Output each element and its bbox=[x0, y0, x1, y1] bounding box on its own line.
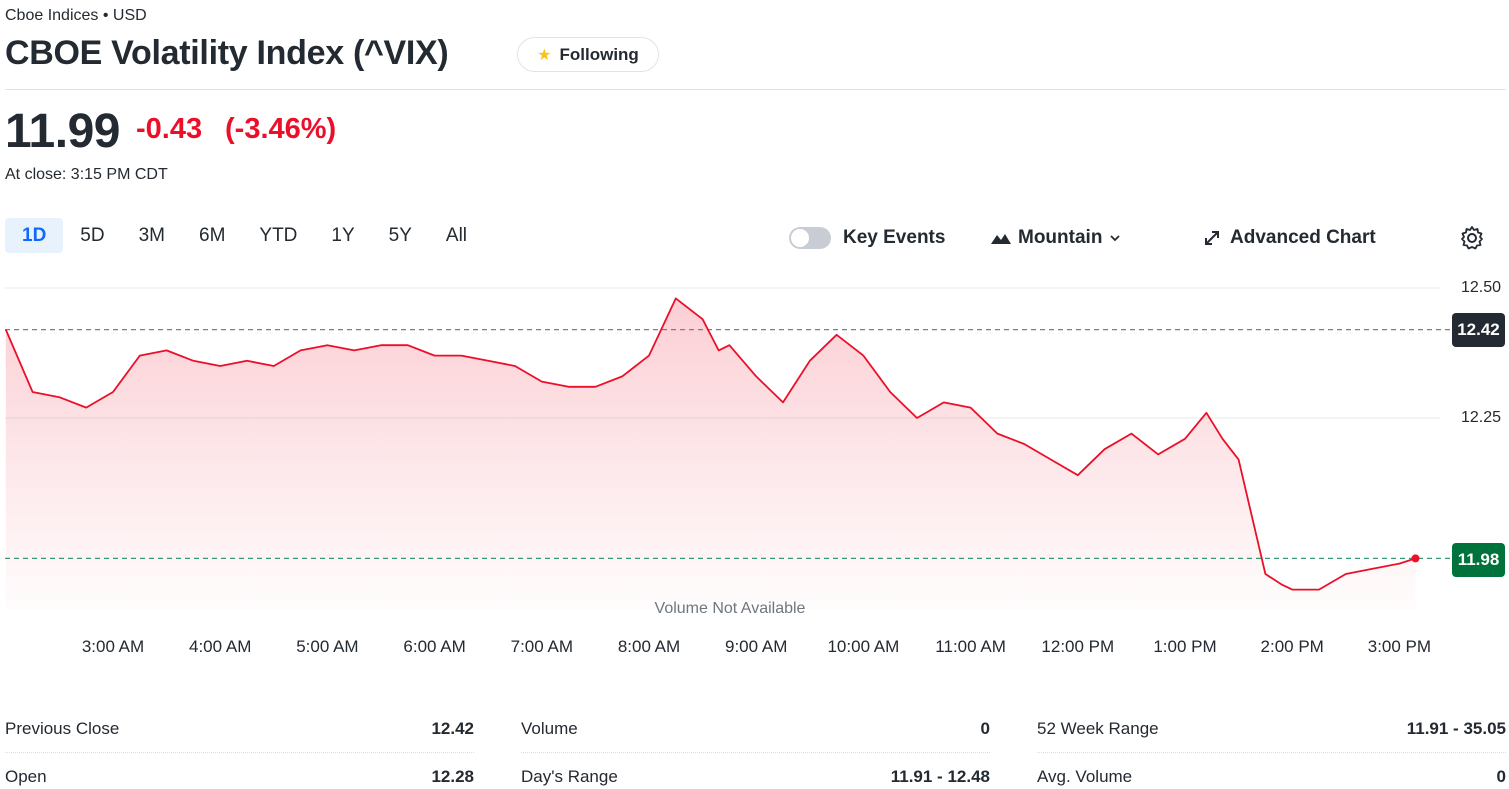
range-tab-ytd[interactable]: YTD bbox=[259, 224, 298, 246]
x-tick-label: 3:00 AM bbox=[81, 637, 145, 656]
following-button[interactable]: ★ Following bbox=[517, 37, 659, 72]
price-chart[interactable] bbox=[0, 270, 1509, 670]
stat-row: Day's Range 11.91 - 12.48 bbox=[521, 753, 990, 789]
range-tab-all[interactable]: All bbox=[445, 224, 468, 246]
range-tab-1d[interactable]: 1D bbox=[5, 218, 64, 253]
exchange-label: Cboe Indices • USD bbox=[5, 7, 147, 24]
stat-label: Open bbox=[5, 767, 47, 786]
stat-row: Open 12.28 bbox=[5, 753, 474, 789]
stats-column: Volume 0 Day's Range 11.91 - 12.48 bbox=[521, 705, 990, 789]
stat-label: Avg. Volume bbox=[1037, 767, 1133, 786]
stat-value: 11.91 - 12.48 bbox=[890, 767, 990, 786]
price-change-percent: (-3.46%) bbox=[225, 113, 337, 145]
last-price-dot bbox=[1411, 554, 1420, 563]
chart-type-dropdown[interactable]: Mountain bbox=[990, 227, 1122, 249]
price-chart-svg bbox=[4, 287, 1450, 610]
current-price-badge: 11.98 bbox=[1452, 543, 1505, 577]
x-tick-label: 6:00 AM bbox=[403, 637, 466, 656]
page-title: CBOE Volatility Index (^VIX) bbox=[5, 34, 449, 72]
x-tick-label: 3:00 PM bbox=[1367, 637, 1432, 656]
range-tabs: 1D 5D 3M 6M YTD 1Y 5Y All bbox=[5, 218, 484, 253]
chevron-down-icon bbox=[1110, 235, 1121, 242]
key-events-label[interactable]: Key Events bbox=[843, 227, 946, 248]
x-tick-label: 5:00 AM bbox=[296, 637, 359, 656]
x-tick-label: 8:00 AM bbox=[617, 637, 681, 656]
advanced-chart-label: Advanced Chart bbox=[1230, 227, 1376, 248]
stat-label: 52 Week Range bbox=[1037, 718, 1159, 738]
expand-icon bbox=[1205, 231, 1219, 245]
stat-value: 0 bbox=[1496, 767, 1506, 786]
stat-value: 12.28 bbox=[431, 767, 474, 786]
market-close-time: At close: 3:15 PM CDT bbox=[5, 166, 168, 183]
current-price: 11.99 bbox=[5, 105, 120, 158]
stat-value: 11.91 - 35.05 bbox=[1406, 718, 1506, 738]
following-label: Following bbox=[559, 44, 639, 64]
stat-row: 52 Week Range 11.91 - 35.05 bbox=[1037, 705, 1506, 753]
stat-value: 12.42 bbox=[431, 718, 474, 738]
x-tick-label: 10:00 AM bbox=[827, 637, 900, 656]
range-tab-5d[interactable]: 5D bbox=[80, 224, 105, 246]
x-tick-label: 11:00 AM bbox=[935, 637, 1006, 656]
volume-not-available: Volume Not Available bbox=[654, 600, 806, 617]
price-change: -0.43 bbox=[136, 113, 203, 145]
range-tab-1y[interactable]: 1Y bbox=[331, 224, 355, 246]
stats-column: 52 Week Range 11.91 - 35.05 Avg. Volume … bbox=[1037, 705, 1506, 789]
header-divider bbox=[5, 89, 1506, 90]
stat-label: Day's Range bbox=[521, 767, 618, 786]
x-tick-label: 2:00 PM bbox=[1260, 637, 1324, 656]
advanced-chart-button[interactable]: Advanced Chart bbox=[1202, 227, 1376, 249]
range-tab-3m[interactable]: 3M bbox=[138, 224, 165, 246]
y-tick-label: 12.25 bbox=[1460, 409, 1501, 426]
price-line bbox=[4, 297, 1416, 591]
star-icon: ★ bbox=[537, 46, 552, 64]
x-tick-label: 7:00 AM bbox=[510, 637, 573, 656]
key-events-toggle[interactable] bbox=[789, 227, 831, 249]
stat-label: Volume bbox=[521, 718, 578, 738]
price-area bbox=[5, 298, 1416, 610]
y-tick-label: 12.50 bbox=[1460, 279, 1501, 296]
x-tick-label: 9:00 AM bbox=[725, 637, 788, 656]
stat-row: Avg. Volume 0 bbox=[1037, 753, 1506, 789]
previous-close-badge: 12.42 bbox=[1452, 313, 1505, 347]
range-tab-6m[interactable]: 6M bbox=[199, 224, 226, 246]
gear-icon[interactable] bbox=[1458, 224, 1486, 252]
stat-row: Previous Close 12.42 bbox=[5, 705, 474, 753]
range-tab-5y[interactable]: 5Y bbox=[388, 224, 412, 246]
stats-column: Previous Close 12.42 Open 12.28 bbox=[5, 705, 474, 789]
toggle-knob bbox=[791, 229, 809, 247]
x-tick-label: 1:00 PM bbox=[1153, 637, 1217, 656]
stat-row: Volume 0 bbox=[521, 705, 990, 753]
mountain-icon bbox=[991, 234, 1011, 244]
x-axis-labels: 3:00 AM 4:00 AM 5:00 AM 6:00 AM 7:00 AM 8:00 … bbox=[0, 637, 1509, 659]
stat-value: 0 bbox=[980, 718, 990, 738]
x-tick-label: 12:00 PM bbox=[1041, 637, 1115, 656]
stat-label: Previous Close bbox=[5, 718, 120, 738]
chart-type-label: Mountain bbox=[1018, 227, 1103, 248]
x-tick-label: 4:00 AM bbox=[189, 637, 252, 656]
